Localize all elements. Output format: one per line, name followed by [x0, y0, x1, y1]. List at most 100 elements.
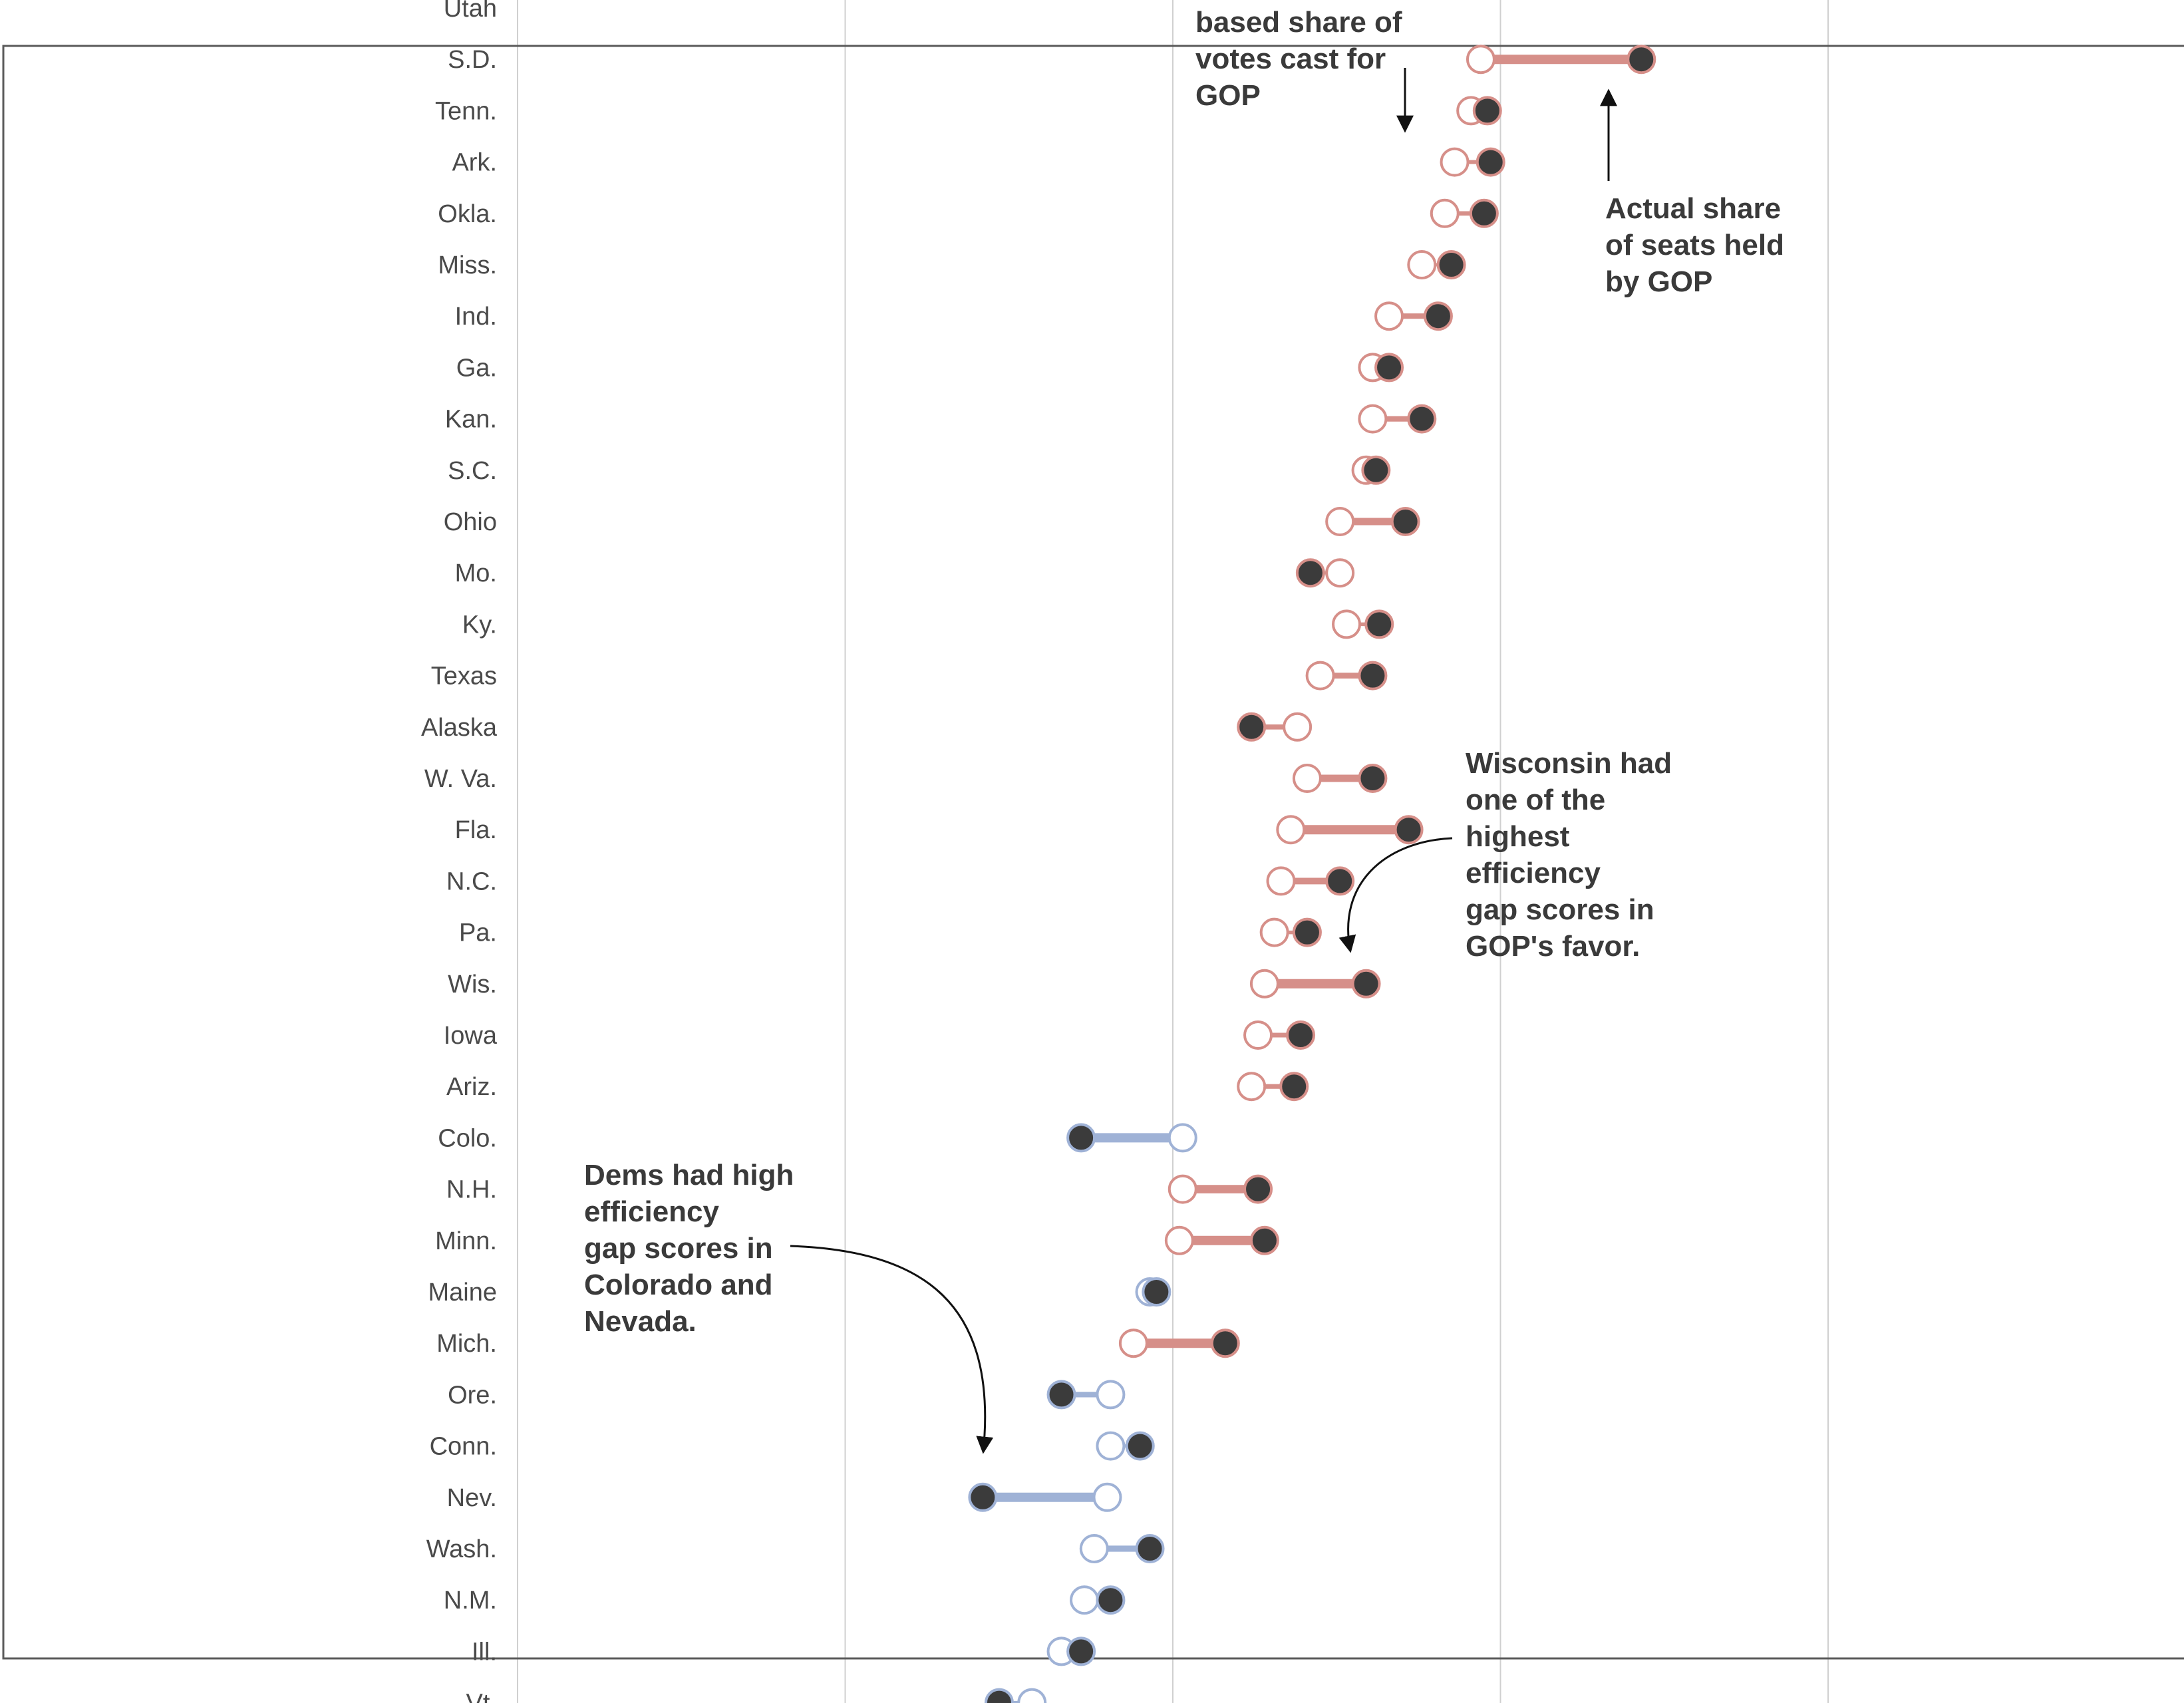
- state-label: Tenn.: [435, 97, 497, 125]
- dems-note-line: Colorado and: [584, 1269, 773, 1301]
- vote-share-dot: [1243, 1020, 1273, 1050]
- dems-note-line: Nevada.: [584, 1305, 697, 1338]
- vote-share-dot: [1332, 609, 1362, 639]
- state-label: Ark.: [452, 149, 497, 177]
- state-label: Iowa: [444, 1022, 498, 1050]
- state-label: Colo.: [438, 1124, 497, 1152]
- seat-share-dot: [968, 1482, 998, 1512]
- vote-share-dot: [1164, 1225, 1194, 1255]
- seat-share-dot: [1066, 1123, 1096, 1153]
- vote-share-dot: [1070, 1585, 1100, 1615]
- vote-share-dot: [1096, 1380, 1126, 1410]
- state-label: Minn.: [435, 1227, 497, 1255]
- vote-share-dot: [1259, 917, 1289, 947]
- seat-share-dot: [1472, 96, 1502, 126]
- seat-share-dot: [984, 1688, 1014, 1703]
- vote-share-dot: [1292, 764, 1322, 793]
- vote-share-dot: [1305, 661, 1335, 691]
- state-label: Ga.: [456, 354, 497, 382]
- votes-share-note: based share of votes cast for GOP: [1195, 4, 1402, 114]
- wisconsin-note-arrow: [1338, 837, 1453, 953]
- vote-share-dot: [1092, 1482, 1122, 1512]
- state-label: Vt.: [466, 1690, 497, 1703]
- vote-share-dot: [1325, 558, 1355, 588]
- seats-note-line: Actual share: [1605, 192, 1782, 225]
- vote-share-dot: [1276, 815, 1306, 845]
- wisconsin-note-line: efficiency: [1466, 857, 1601, 889]
- seat-share-dot: [1125, 1431, 1155, 1461]
- state-label: Miss.: [438, 251, 497, 279]
- vote-share-dot: [1466, 45, 1495, 75]
- wisconsin-note-line: highest: [1466, 820, 1570, 853]
- state-label: Ariz.: [446, 1073, 497, 1101]
- seat-share-dot: [1096, 1585, 1126, 1615]
- state-label: Nev.: [447, 1484, 497, 1512]
- state-label: N.M.: [444, 1587, 497, 1615]
- state-label: Ind.: [455, 303, 497, 331]
- wisconsin-note-line: Wisconsin had: [1466, 747, 1672, 780]
- wisconsin-note-line: one of the: [1466, 784, 1606, 816]
- state-label: Kan.: [445, 406, 497, 434]
- seat-share-dot: [1351, 969, 1381, 999]
- vote-share-dot: [1283, 712, 1313, 742]
- seat-share-dot: [1374, 353, 1404, 383]
- seat-share-dot: [1046, 1380, 1076, 1410]
- state-label: Texas: [431, 663, 497, 691]
- seat-share-dot: [1243, 1174, 1273, 1204]
- frame-box: [2, 45, 2184, 1660]
- seat-share-dot: [1210, 1328, 1240, 1358]
- state-label: Ore.: [448, 1381, 497, 1409]
- state-label: Fla.: [455, 816, 497, 844]
- seat-share-dot: [1237, 712, 1267, 742]
- state-label: Alaska: [421, 714, 498, 742]
- seat-share-dot: [1436, 250, 1466, 279]
- state-label: Ill.: [472, 1638, 497, 1666]
- state-label: Mich.: [436, 1330, 497, 1358]
- state-label: Ohio: [444, 508, 497, 536]
- seat-share-dot: [1358, 661, 1388, 691]
- dumbbell-marks: [968, 45, 1656, 1703]
- seat-share-dot: [1358, 764, 1388, 793]
- vote-share-dot: [1017, 1688, 1047, 1703]
- state-label: Ky.: [462, 611, 497, 639]
- state-label: Wis.: [448, 971, 497, 999]
- vote-share-dot: [1374, 301, 1404, 331]
- dems-note-line: gap scores in: [584, 1232, 773, 1265]
- seat-share-dot: [1390, 507, 1420, 536]
- seat-share-dot: [1476, 147, 1505, 177]
- state-label: Utah: [444, 0, 497, 23]
- state-label: N.H.: [446, 1176, 497, 1204]
- seat-share-dot: [1469, 198, 1499, 228]
- votes-note-line: GOP: [1195, 79, 1261, 112]
- wisconsin-note-line: gap scores in: [1466, 893, 1654, 926]
- state-label: Pa.: [459, 919, 497, 947]
- vote-share-dot: [1430, 198, 1460, 228]
- seat-share-dot: [1295, 558, 1325, 588]
- gridlines: [517, 0, 1829, 1703]
- vote-share-dot: [1358, 404, 1388, 434]
- vote-share-dot: [1325, 507, 1355, 536]
- seat-share-dot: [1292, 917, 1322, 947]
- state-label: Mo.: [455, 559, 497, 587]
- votes-note-line: votes cast for: [1195, 43, 1386, 75]
- seats-note-line: by GOP: [1605, 265, 1713, 298]
- seat-share-dot: [1142, 1277, 1171, 1307]
- vote-share-dot: [1079, 1534, 1109, 1563]
- seat-share-dot: [1394, 815, 1424, 845]
- vote-share-dot: [1096, 1431, 1126, 1461]
- seat-share-dot: [1279, 1072, 1309, 1102]
- state-label: W. Va.: [424, 765, 497, 793]
- seat-share-dot: [1627, 45, 1656, 75]
- vote-share-dot: [1249, 969, 1279, 999]
- state-label: N.C.: [446, 867, 497, 895]
- seat-share-dot: [1066, 1636, 1096, 1666]
- seat-share-dot: [1364, 609, 1394, 639]
- votes-note-line: based share of: [1195, 6, 1402, 39]
- vote-share-dot: [1168, 1174, 1197, 1204]
- state-label: S.C.: [448, 457, 497, 485]
- state-label: S.D.: [448, 46, 497, 74]
- vote-share-dot: [1168, 1123, 1197, 1153]
- seat-share-dot: [1286, 1020, 1316, 1050]
- state-label: Conn.: [430, 1433, 497, 1461]
